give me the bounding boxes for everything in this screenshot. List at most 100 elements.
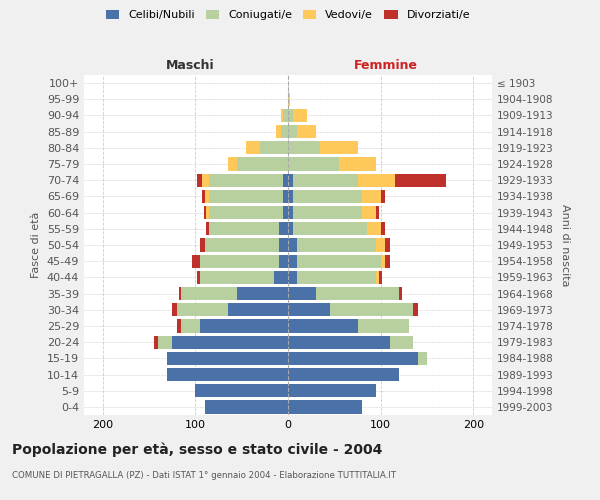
Bar	[418, 352, 427, 365]
Bar	[206, 206, 209, 220]
Bar	[206, 222, 209, 235]
Bar	[385, 254, 390, 268]
Bar	[376, 270, 379, 284]
Bar	[288, 158, 339, 170]
Bar	[413, 303, 418, 316]
Legend: Celibi/Nubili, Coniugati/e, Vedovi/e, Divorziati/e: Celibi/Nubili, Coniugati/e, Vedovi/e, Di…	[101, 6, 475, 25]
Bar	[288, 92, 290, 106]
Bar	[200, 320, 288, 332]
Text: COMUNE DI PIETRAGALLA (PZ) - Dati ISTAT 1° gennaio 2004 - Elaborazione TUTTITALI: COMUNE DI PIETRAGALLA (PZ) - Dati ISTAT …	[12, 471, 396, 480]
Bar	[293, 109, 307, 122]
Bar	[395, 174, 446, 187]
Bar	[228, 303, 288, 316]
Bar	[293, 190, 362, 203]
Bar	[158, 336, 172, 349]
Bar	[381, 190, 385, 203]
Bar	[281, 125, 288, 138]
Bar	[193, 254, 200, 268]
Bar	[316, 287, 399, 300]
Bar	[293, 174, 358, 187]
Bar	[279, 238, 288, 252]
Bar	[288, 125, 297, 138]
Bar	[202, 174, 209, 187]
Bar	[381, 254, 385, 268]
Bar	[283, 174, 288, 187]
Bar	[358, 320, 409, 332]
Bar	[167, 368, 288, 381]
Bar	[172, 303, 177, 316]
Bar	[288, 303, 330, 316]
Bar	[279, 222, 288, 235]
Bar	[197, 270, 200, 284]
Bar	[200, 254, 279, 268]
Bar	[376, 206, 379, 220]
Text: Maschi: Maschi	[166, 59, 214, 72]
Bar	[288, 352, 418, 365]
Bar	[297, 125, 316, 138]
Bar	[381, 222, 385, 235]
Bar	[288, 254, 297, 268]
Text: Femmine: Femmine	[354, 59, 418, 72]
Bar	[362, 206, 376, 220]
Bar	[297, 238, 376, 252]
Bar	[297, 270, 376, 284]
Bar	[288, 270, 297, 284]
Bar	[181, 287, 237, 300]
Bar	[237, 158, 288, 170]
Bar	[297, 254, 381, 268]
Bar	[154, 336, 158, 349]
Bar	[260, 141, 288, 154]
Bar	[246, 141, 260, 154]
Bar	[209, 174, 283, 187]
Bar	[288, 190, 293, 203]
Bar	[288, 238, 297, 252]
Bar	[209, 222, 279, 235]
Bar	[177, 320, 181, 332]
Bar	[283, 109, 288, 122]
Bar	[288, 109, 293, 122]
Bar	[200, 270, 274, 284]
Bar	[390, 336, 413, 349]
Bar	[279, 254, 288, 268]
Bar	[288, 206, 293, 220]
Bar	[209, 190, 283, 203]
Bar	[195, 384, 288, 398]
Bar	[288, 222, 293, 235]
Bar	[281, 109, 283, 122]
Bar	[330, 303, 413, 316]
Bar	[288, 320, 358, 332]
Text: Popolazione per età, sesso e stato civile - 2004: Popolazione per età, sesso e stato civil…	[12, 442, 382, 457]
Bar	[205, 238, 279, 252]
Bar	[379, 270, 382, 284]
Bar	[237, 287, 288, 300]
Bar	[274, 270, 288, 284]
Bar	[209, 206, 283, 220]
Bar	[293, 222, 367, 235]
Bar	[167, 352, 288, 365]
Bar	[288, 336, 390, 349]
Bar	[288, 368, 399, 381]
Bar	[376, 238, 385, 252]
Bar	[362, 190, 381, 203]
Bar	[228, 158, 237, 170]
Bar	[179, 287, 181, 300]
Bar	[205, 190, 209, 203]
Bar	[283, 190, 288, 203]
Bar	[181, 320, 200, 332]
Bar	[320, 141, 358, 154]
Bar	[293, 206, 362, 220]
Bar	[288, 400, 362, 413]
Bar	[205, 400, 288, 413]
Y-axis label: Anni di nascita: Anni di nascita	[560, 204, 570, 286]
Bar	[203, 206, 206, 220]
Y-axis label: Fasce di età: Fasce di età	[31, 212, 41, 278]
Bar	[283, 206, 288, 220]
Bar	[385, 238, 390, 252]
Bar	[358, 174, 395, 187]
Bar	[202, 190, 205, 203]
Bar	[367, 222, 381, 235]
Bar	[288, 141, 320, 154]
Bar	[177, 303, 228, 316]
Bar	[197, 174, 202, 187]
Bar	[339, 158, 376, 170]
